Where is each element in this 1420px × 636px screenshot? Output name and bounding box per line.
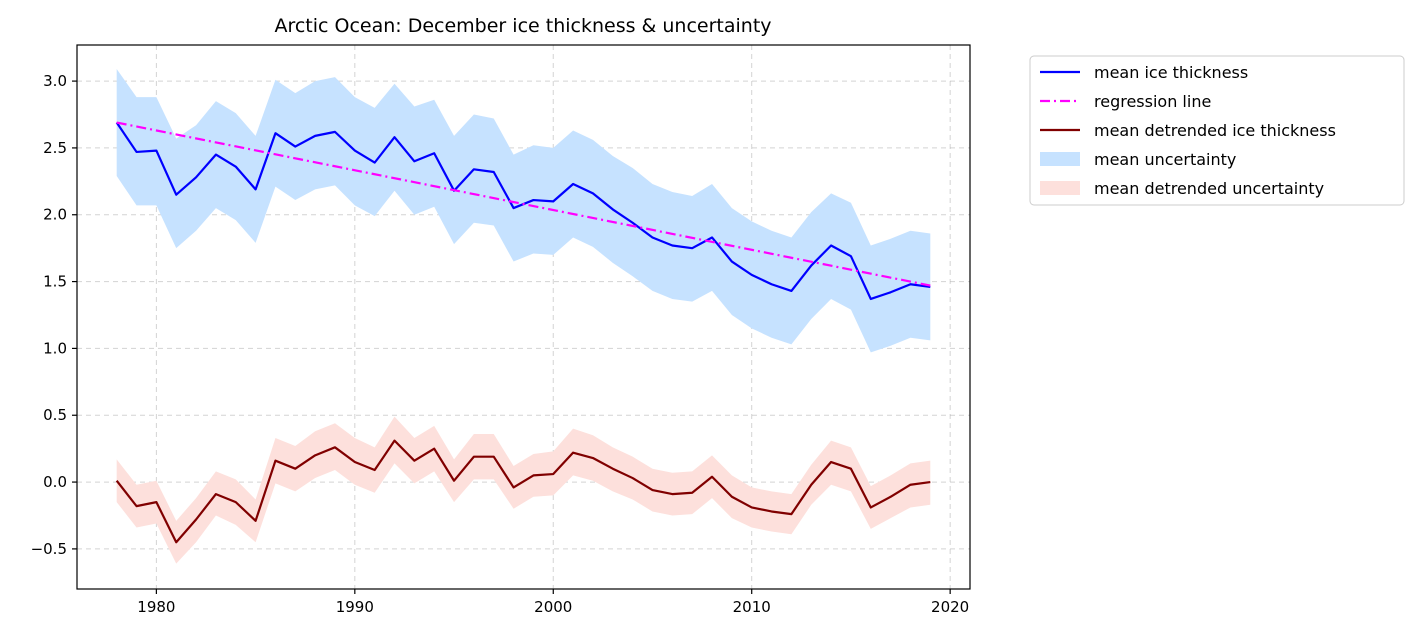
y-tick-label: 2.0: [43, 206, 67, 224]
y-axis: −0.5 0.0 0.5 1.0 1.5 2.0 2.5 3.0: [31, 72, 77, 558]
legend-label: mean uncertainty: [1094, 150, 1236, 169]
legend-label: mean ice thickness: [1094, 63, 1248, 82]
chart-title: Arctic Ocean: December ice thickness & u…: [274, 15, 771, 37]
legend: mean ice thickness regression line mean de…: [1029, 55, 1405, 206]
regression-line-line: [116, 121, 931, 287]
x-axis: 1980 1990 2000 2010 2020: [137, 589, 969, 616]
series-lines: [115, 121, 931, 544]
legend-label: regression line: [1094, 92, 1211, 111]
legend-swatch-mean-uncertainty: [1040, 152, 1080, 166]
y-tick-label: 0.0: [43, 473, 67, 491]
y-tick-label: 2.5: [43, 139, 67, 157]
y-tick-label: 1.5: [43, 273, 67, 291]
x-tick-label: 1980: [137, 598, 175, 616]
x-tick-label: 1990: [336, 598, 374, 616]
mean-uncertainty-band: [116, 69, 931, 353]
legend-frame: [1029, 55, 1405, 206]
legend-label: mean detrended uncertainty: [1094, 179, 1324, 198]
mean-detrended-ice-thickness-line: [115, 439, 931, 544]
y-tick-label: 0.5: [43, 406, 67, 424]
y-tick-label: −0.5: [31, 540, 67, 558]
x-tick-label: 2020: [931, 598, 969, 616]
x-tick-label: 2010: [733, 598, 771, 616]
y-tick-label: 3.0: [43, 72, 67, 90]
x-tick-label: 2000: [534, 598, 572, 616]
legend-swatch-mean-detrended-uncertainty: [1040, 181, 1080, 195]
plot-area: [76, 44, 971, 590]
axes-frame: [76, 44, 971, 590]
y-tick-label: 1.0: [43, 339, 67, 357]
legend-label: mean detrended ice thickness: [1094, 121, 1336, 140]
